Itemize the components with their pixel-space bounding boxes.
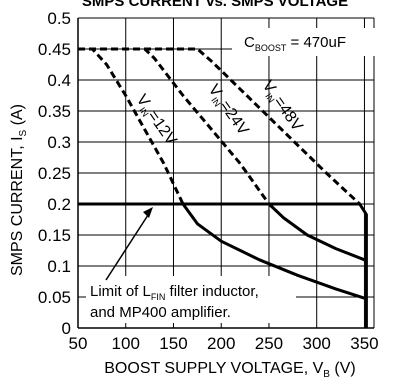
y-tick-label: 0: [62, 319, 71, 338]
x-axis-title-main: BOOST SUPPLY VOLTAGE, V: [104, 360, 323, 377]
x-tick-label: 100: [112, 334, 140, 353]
curve-label-12v-value: =12V: [144, 108, 180, 149]
y-tick-label: 0.45: [38, 40, 71, 59]
limit-arrow-head: [143, 207, 153, 218]
y-tick-label: 0.1: [47, 257, 71, 276]
y-tick-label: 0.4: [47, 71, 71, 90]
curve-label-48v-value: =48V: [270, 94, 306, 135]
limit-line1-sub: FIN: [151, 292, 166, 302]
boost-annotation-suffix: = 470uF: [286, 34, 346, 51]
x-tick-label: 200: [207, 334, 235, 353]
y-tick-label: 0.05: [38, 288, 71, 307]
boost-annotation-sub: BOOST: [255, 43, 287, 53]
limit-annotation-line1: Limit of LFIN filter inductor,: [90, 283, 259, 302]
x-tick-label: 350: [350, 334, 378, 353]
y-axis-title-suffix: (A): [9, 104, 26, 130]
x-tick-label: 50: [69, 334, 88, 353]
limit-annotation-line2: and MP400 amplifier.: [90, 304, 231, 321]
x-axis-title-sub: B: [323, 369, 330, 378]
limit-annotation-box: [86, 276, 296, 323]
x-axis-title-suffix: (V): [330, 360, 356, 377]
limit-arrow-line: [105, 211, 151, 281]
y-axis-title-main: SMPS CURRENT, I: [9, 136, 26, 276]
y-tick-label: 0.3: [47, 133, 71, 152]
x-tick-label: 250: [255, 334, 283, 353]
x-tick-label: 150: [159, 334, 187, 353]
chart-title: SMPS CURRENT vs. SMPS VOLTAGE: [82, 0, 348, 10]
series-line-3: [181, 203, 365, 300]
boost-annotation: CBOOST = 470uF: [244, 34, 346, 53]
boost-annotation-box: [232, 28, 388, 56]
series-line-2: [78, 47, 361, 206]
series-group: [78, 47, 368, 328]
curve-label-48v: VIN=48V: [257, 78, 306, 136]
y-tick-label: 0.2: [47, 195, 71, 214]
y-tick-label: 0.15: [38, 226, 71, 245]
y-axis-title: SMPS CURRENT, IS (A): [9, 104, 29, 276]
tick-labels: 0 0.05 0.1 0.15 0.2 0.25 0.3 0.35 0.4 0.45 0.5 50 10…: [38, 9, 379, 353]
boost-annotation-prefix: C: [244, 34, 255, 51]
x-axis-title: BOOST SUPPLY VOLTAGE, VB (V): [104, 360, 356, 378]
y-axis-title-sub: S: [18, 129, 29, 136]
x-tick-label: 300: [303, 334, 331, 353]
limit-line1-suffix: filter inductor,: [165, 283, 258, 300]
y-tick-label: 0.5: [47, 9, 71, 28]
limit-line1-prefix: Limit of L: [90, 283, 151, 300]
y-tick-label: 0.35: [38, 102, 71, 121]
series-line-5: [78, 202, 368, 328]
series-line-4: [267, 202, 366, 262]
y-tick-label: 0.25: [38, 164, 71, 183]
